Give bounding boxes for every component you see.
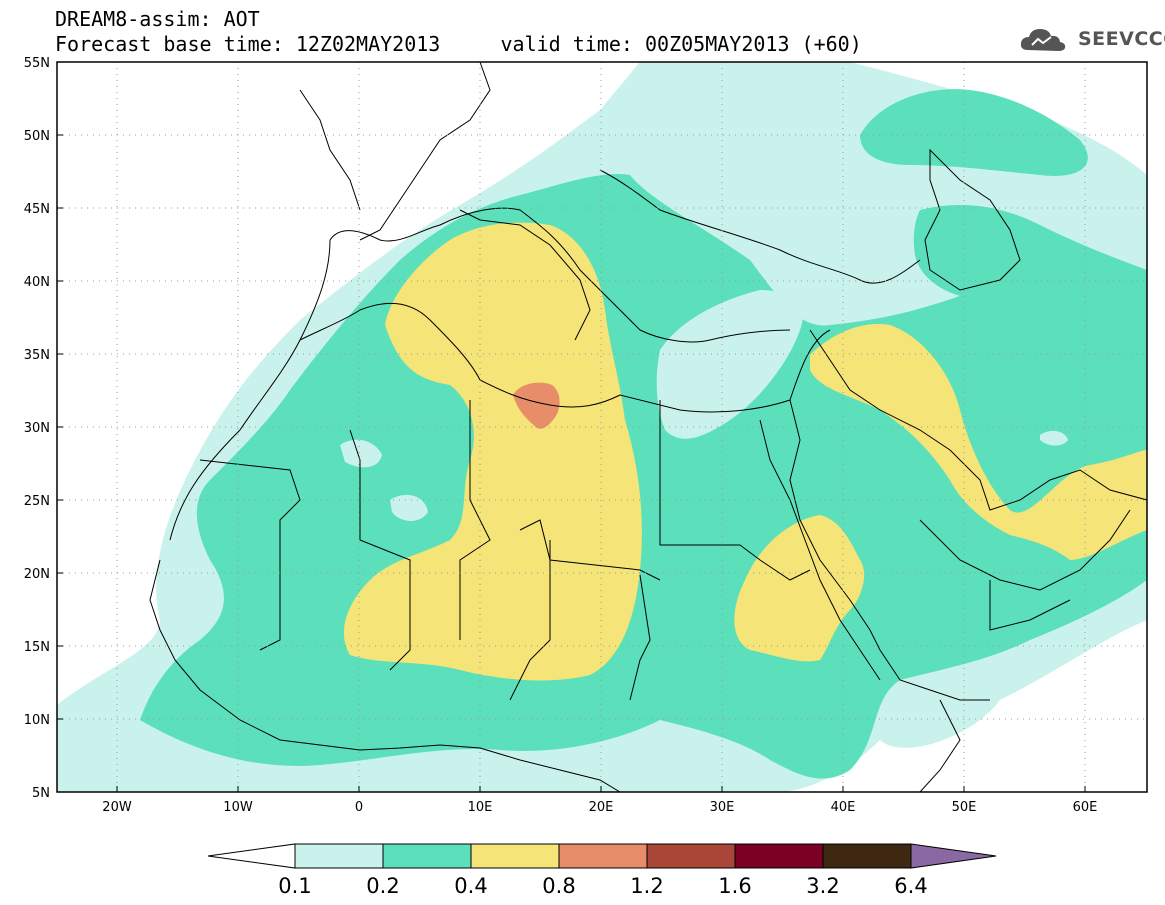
cloud-icon	[1020, 29, 1066, 51]
lon-label: 40E	[831, 800, 856, 815]
lat-tick-labels: 55N 50N 45N 40N 35N 30N 25N 20N 15N 10N …	[24, 56, 50, 801]
lat-label: 10N	[24, 713, 50, 728]
lat-label: 50N	[24, 129, 50, 144]
lon-label: 10W	[223, 800, 253, 815]
colorbar-segment	[822, 843, 912, 869]
colorbar-label: 0.8	[542, 874, 575, 898]
colorbar-segment	[558, 843, 648, 869]
colorbar-lower-arrow	[207, 843, 296, 869]
lon-label: 20E	[589, 800, 614, 815]
aot-layer-0-8	[513, 382, 560, 429]
colorbar-label: 3.2	[806, 874, 839, 898]
aot-layer-0-4	[343, 222, 1147, 681]
forecast-time-label: Forecast base time: 12Z02MAY2013 valid t…	[55, 32, 862, 56]
colorbar-label: 1.2	[630, 874, 663, 898]
lat-label: 5N	[32, 786, 50, 801]
colorbar-segment	[470, 843, 560, 869]
colorbar-label: 0.4	[454, 874, 487, 898]
lat-label: 20N	[24, 567, 50, 582]
colorbar-label: 6.4	[894, 874, 927, 898]
aot-clear-patches	[340, 290, 1068, 522]
lon-label: 10E	[468, 800, 493, 815]
lat-label: 15N	[24, 640, 50, 655]
colorbar-labels: 0.1 0.2 0.4 0.8 1.2 1.6 3.2 6.4	[278, 874, 927, 898]
lon-label: 60E	[1073, 800, 1098, 815]
lon-tick-labels: 20W 10W 0 10E 20E 30E 40E 50E 60E	[102, 800, 1097, 815]
colorbar-label: 0.2	[366, 874, 399, 898]
coastlines-borders	[149, 62, 1147, 792]
colorbar-segment	[382, 843, 472, 869]
map-title: DREAM8-assim: AOT	[55, 7, 260, 31]
colorbar	[207, 843, 997, 869]
lon-label: 0	[355, 800, 363, 815]
lat-label: 45N	[24, 202, 50, 217]
lat-label: 30N	[24, 421, 50, 436]
logo-text: SEEVCCC	[1078, 28, 1165, 50]
colorbar-label: 0.1	[278, 874, 311, 898]
frame-ticks	[57, 134, 1086, 792]
colorbar-segment	[294, 843, 384, 869]
colorbar-segment	[646, 843, 736, 869]
lat-label: 25N	[24, 494, 50, 509]
lat-label: 40N	[24, 275, 50, 290]
colorbar-segment	[734, 843, 824, 869]
lon-label: 20W	[102, 800, 132, 815]
colorbar-upper-arrow	[910, 843, 997, 869]
lat-label: 55N	[24, 56, 50, 71]
lon-label: 30E	[710, 800, 735, 815]
lon-label: 50E	[952, 800, 977, 815]
colorbar-label: 1.6	[718, 874, 751, 898]
lat-label: 35N	[24, 348, 50, 363]
seevccc-logo: SEEVCCC	[1018, 24, 1165, 54]
